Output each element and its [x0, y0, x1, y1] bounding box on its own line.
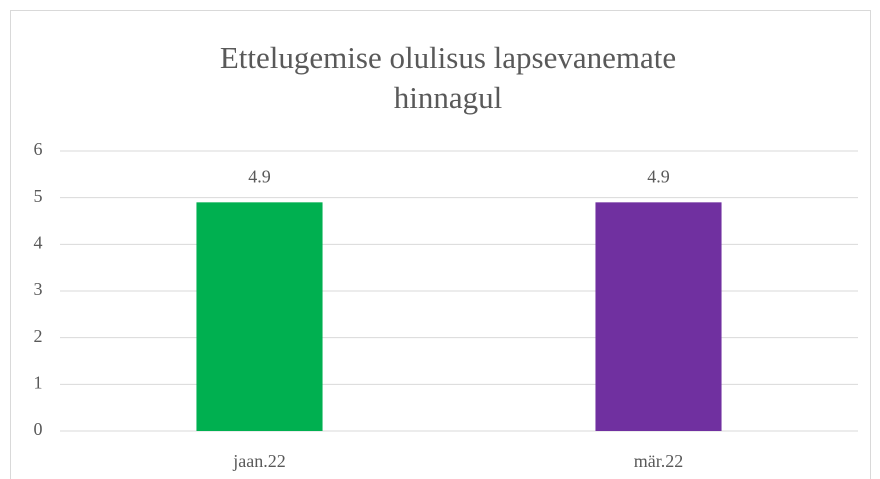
data-label: 4.9 — [248, 166, 271, 186]
y-tick-label: 4 — [34, 232, 43, 252]
x-tick-label: mär.22 — [634, 451, 684, 471]
bar — [196, 202, 323, 431]
x-tick-label: jaan.22 — [232, 451, 285, 471]
y-tick-label: 3 — [34, 279, 43, 299]
chart-title: Ettelugemise olulisus lapsevanemate hinn… — [219, 40, 677, 115]
y-tick-label: 5 — [34, 186, 43, 206]
data-label: 4.9 — [647, 166, 670, 186]
y-tick-label: 0 — [34, 419, 43, 439]
y-tick-label: 2 — [34, 326, 43, 346]
y-tick-label: 1 — [34, 372, 43, 392]
y-tick-label: 6 — [34, 139, 43, 159]
bar — [595, 202, 722, 431]
